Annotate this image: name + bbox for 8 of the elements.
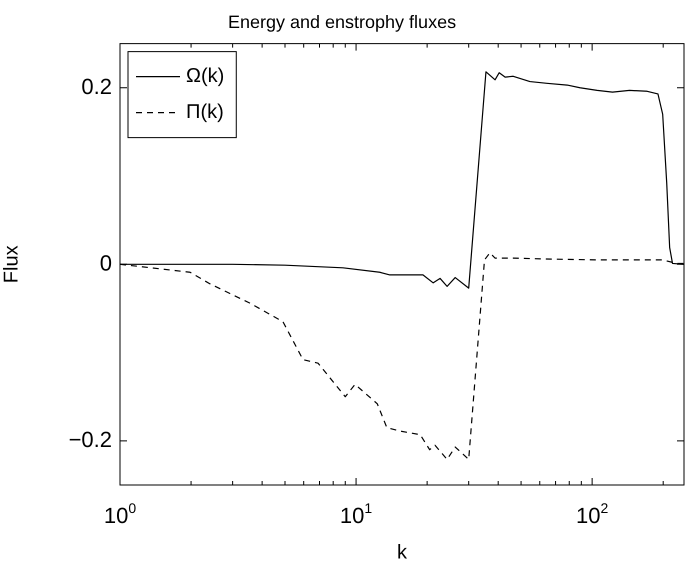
x-axis-title: k bbox=[397, 542, 408, 564]
legend-label: Π(k) bbox=[186, 101, 224, 124]
y-tick-label: 0.2 bbox=[81, 74, 112, 99]
y-tick-label: −0.2 bbox=[68, 426, 112, 452]
y-tick-label: 0 bbox=[100, 250, 112, 276]
y-axis-title: Flux bbox=[0, 245, 23, 284]
chart-title: Energy and enstrophy fluxes bbox=[228, 12, 456, 32]
legend-label: Ω(k) bbox=[186, 65, 224, 88]
